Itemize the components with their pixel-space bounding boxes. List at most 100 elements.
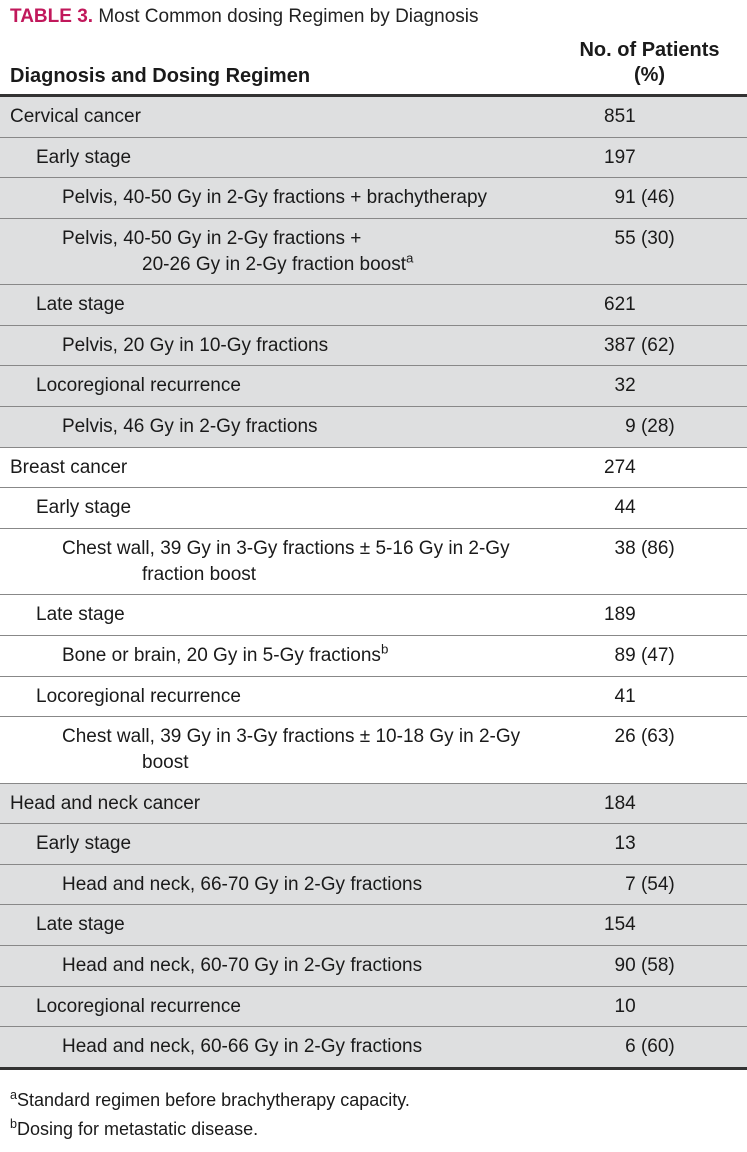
row-label: Locoregional recurrence: [10, 994, 562, 1020]
table-row: Pelvis, 20 Gy in 10-Gy fractions 387 (62): [0, 326, 747, 367]
row-value: 189: [562, 602, 737, 628]
footnote-a-sup: a: [10, 1088, 17, 1102]
row-label: Late stage: [10, 602, 562, 628]
row-value: 197: [562, 145, 737, 171]
row-label-line1: Pelvis, 40-50 Gy in 2-Gy fractions +: [62, 228, 361, 249]
row-label: Pelvis, 40-50 Gy in 2-Gy fractions + bra…: [10, 185, 562, 211]
footnote-a-text: Standard regimen before brachytherapy ca…: [17, 1090, 410, 1110]
table-row: Late stage 154: [0, 905, 747, 946]
row-label: Early stage: [10, 145, 562, 171]
row-label: Late stage: [10, 292, 562, 318]
row-label: Early stage: [10, 831, 562, 857]
table-row: Cervical cancer851: [0, 97, 747, 138]
table-row: Locoregional recurrence 32: [0, 366, 747, 407]
row-value: 90 (58): [562, 953, 737, 979]
row-label: Head and neck, 60-66 Gy in 2-Gy fraction…: [10, 1034, 562, 1060]
row-label-line1: Pelvis, 40-50 Gy in 2-Gy fractions + bra…: [62, 187, 487, 208]
row-value: 89 (47): [562, 643, 737, 669]
table-row: Head and neck cancer 184: [0, 784, 747, 825]
table-row: Pelvis, 46 Gy in 2-Gy fractions 9 (28): [0, 407, 747, 448]
row-label-line1: Late stage: [36, 914, 125, 935]
row-value: 32: [562, 373, 737, 399]
row-label-line1: Head and neck, 60-70 Gy in 2-Gy fraction…: [62, 955, 422, 976]
row-value: 10: [562, 994, 737, 1020]
row-value: 9 (28): [562, 414, 737, 440]
table-footnotes: aStandard regimen before brachytherapy c…: [0, 1070, 747, 1152]
row-label: Bone or brain, 20 Gy in 5-Gy fractionsb: [10, 643, 562, 669]
table-row: Bone or brain, 20 Gy in 5-Gy fractionsb …: [0, 636, 747, 677]
table-title-row: TABLE 3. Most Common dosing Regimen by D…: [0, 0, 747, 32]
row-label-line2: 20-26 Gy in 2-Gy fraction boosta: [62, 252, 550, 278]
row-value: 387 (62): [562, 333, 737, 359]
row-value: 13: [562, 831, 737, 857]
row-label-line1: Pelvis, 46 Gy in 2-Gy fractions: [62, 416, 318, 437]
table-row: Early stage 13: [0, 824, 747, 865]
table-row: Pelvis, 40-50 Gy in 2-Gy fractions + bra…: [0, 178, 747, 219]
row-label-line1: Late stage: [36, 294, 125, 315]
row-label-sup: a: [406, 250, 413, 265]
row-label-sup: b: [381, 642, 388, 657]
row-label: Breast cancer: [10, 455, 562, 481]
row-label-line1: Locoregional recurrence: [36, 686, 241, 707]
row-label-line2: fraction boost: [62, 562, 550, 588]
row-label-line1: Head and neck, 60-66 Gy in 2-Gy fraction…: [62, 1036, 422, 1057]
row-label: Locoregional recurrence: [10, 684, 562, 710]
row-value: 91 (46): [562, 185, 737, 211]
row-value: 274: [562, 455, 737, 481]
row-label-line2: boost: [62, 750, 550, 776]
row-label: Early stage: [10, 495, 562, 521]
table-header-row: Diagnosis and Dosing Regimen No. of Pati…: [0, 32, 747, 97]
row-value: 7 (54): [562, 872, 737, 898]
row-label: Pelvis, 40-50 Gy in 2-Gy fractions + 20-2…: [10, 226, 562, 277]
row-label-line1: Breast cancer: [10, 457, 127, 478]
table-row: Head and neck, 60-66 Gy in 2-Gy fraction…: [0, 1027, 747, 1070]
row-value: 44: [562, 495, 737, 521]
table-row: Breast cancer 274: [0, 448, 747, 489]
col-header-diagnosis: Diagnosis and Dosing Regimen: [10, 65, 562, 88]
row-label-line1: Early stage: [36, 497, 131, 518]
row-label: Head and neck cancer: [10, 791, 562, 817]
table-number: TABLE 3.: [10, 6, 93, 27]
table-row: Head and neck, 66-70 Gy in 2-Gy fraction…: [0, 865, 747, 906]
row-label-line1: Bone or brain, 20 Gy in 5-Gy fractions: [62, 645, 381, 666]
footnote-b-text: Dosing for metastatic disease.: [17, 1119, 258, 1139]
row-value: 621: [562, 292, 737, 318]
row-value: 38 (86): [562, 536, 737, 562]
row-value: 154: [562, 912, 737, 938]
row-label-line1: Pelvis, 20 Gy in 10-Gy fractions: [62, 335, 328, 356]
row-label-line1: Cervical cancer: [10, 106, 141, 127]
row-label: Head and neck, 60-70 Gy in 2-Gy fraction…: [10, 953, 562, 979]
table-row: Early stage 197: [0, 138, 747, 179]
table-row: Early stage 44: [0, 488, 747, 529]
row-label: Locoregional recurrence: [10, 373, 562, 399]
table-body: Cervical cancer851 Early stage 197 Pelvis, …: [0, 97, 747, 1070]
row-label: Chest wall, 39 Gy in 3-Gy fractions ± 10…: [10, 724, 562, 775]
row-label-line1: Chest wall, 39 Gy in 3-Gy fractions ± 10…: [62, 726, 520, 747]
table-row: Late stage 189: [0, 595, 747, 636]
row-value: 6 (60): [562, 1034, 737, 1060]
col-header-patients-l1: No. of Patients: [562, 38, 737, 63]
table-row: Late stage 621: [0, 285, 747, 326]
row-label-line1: Chest wall, 39 Gy in 3-Gy fractions ± 5-…: [62, 538, 510, 559]
row-label: Late stage: [10, 912, 562, 938]
row-label: Chest wall, 39 Gy in 3-Gy fractions ± 5-…: [10, 536, 562, 587]
dosing-table: TABLE 3. Most Common dosing Regimen by D…: [0, 0, 747, 1152]
row-value: 184: [562, 791, 737, 817]
row-label-line1: Head and neck, 66-70 Gy in 2-Gy fraction…: [62, 874, 422, 895]
row-label-line1: Early stage: [36, 833, 131, 854]
table-row: Pelvis, 40-50 Gy in 2-Gy fractions + 20-2…: [0, 219, 747, 285]
row-label-line1: Late stage: [36, 604, 125, 625]
row-label-line1: Locoregional recurrence: [36, 375, 241, 396]
row-value: 55 (30): [562, 226, 737, 252]
table-row: Head and neck, 60-70 Gy in 2-Gy fraction…: [0, 946, 747, 987]
row-label: Cervical cancer: [10, 104, 562, 130]
footnote-a: aStandard regimen before brachytherapy c…: [10, 1086, 737, 1115]
row-label-line1: Locoregional recurrence: [36, 996, 241, 1017]
table-row: Chest wall, 39 Gy in 3-Gy fractions ± 5-…: [0, 529, 747, 595]
footnote-b: bDosing for metastatic disease.: [10, 1115, 737, 1144]
row-value: 26 (63): [562, 724, 737, 750]
table-title: Most Common dosing Regimen by Diagnosis: [98, 6, 478, 27]
row-label-line1: Head and neck cancer: [10, 793, 200, 814]
row-label-line1: Early stage: [36, 147, 131, 168]
row-label: Pelvis, 46 Gy in 2-Gy fractions: [10, 414, 562, 440]
